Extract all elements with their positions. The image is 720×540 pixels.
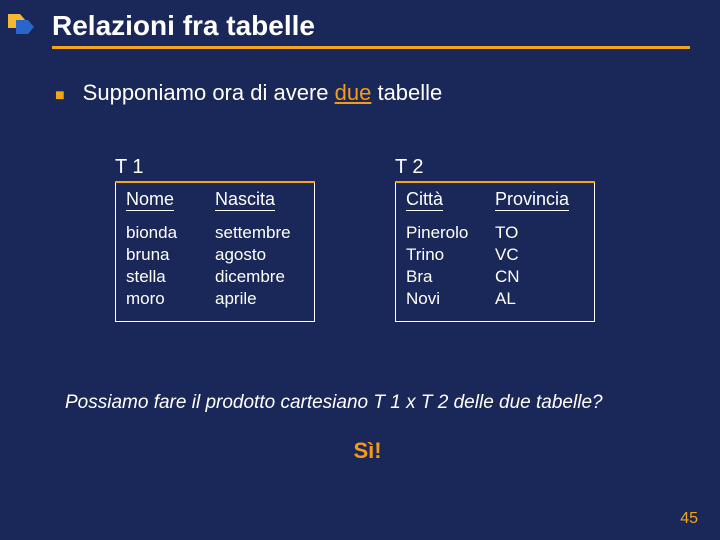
bullet-mid: avere [273,80,334,105]
slide-bullet-icon [6,12,42,42]
slide-title-bar: Relazioni fra tabelle [52,10,690,49]
slide-body: ■ Supponiamo ora di avere due tabelle T … [55,80,680,464]
table-row: moro [126,289,215,309]
t1-header-nascita: Nascita [215,189,275,211]
table-row: bruna [126,245,215,265]
table-row: settembre [215,223,304,243]
t2-header-citta: Città [406,189,443,211]
table-row: TO [495,223,584,243]
table-row: agosto [215,245,304,265]
table-t1: T 1 Nome Nascita bionda bruna stella mor… [115,156,315,322]
table-row: CN [495,267,584,287]
table-t1-head: Nome Nascita [116,183,314,215]
table-row: bionda [126,223,215,243]
title-underline [52,46,690,49]
t2-col-provincia: TO VC CN AL [495,223,584,309]
bullet-text: Supponiamo ora di avere due tabelle [83,80,443,106]
bullet-suffix: tabelle [371,80,442,105]
table-row: Trino [406,245,495,265]
table-row: Pinerolo [406,223,495,243]
t2-header-provincia: Provincia [495,189,569,211]
table-row: Novi [406,289,495,309]
table-t2-box: Città Provincia Pinerolo Trino Bra Novi … [395,183,595,322]
table-t2-head: Città Provincia [396,183,594,215]
table-row: aprile [215,289,304,309]
table-row: AL [495,289,584,309]
bullet-line: ■ Supponiamo ora di avere due tabelle [55,80,680,106]
bullet-prefix: Supponiamo ora di [83,80,274,105]
table-row: VC [495,245,584,265]
table-row: Bra [406,267,495,287]
t1-col-nascita: settembre agosto dicembre aprile [215,223,304,309]
page-number: 45 [680,510,698,528]
table-row: stella [126,267,215,287]
table-t2: T 2 Città Provincia Pinerolo Trino Bra N… [395,156,595,322]
slide-title: Relazioni fra tabelle [52,10,690,46]
bullet-square-icon: ■ [55,87,65,105]
tables-row: T 1 Nome Nascita bionda bruna stella mor… [115,156,680,322]
answer-text: Sì! [55,438,680,464]
t1-header-nome: Nome [126,189,174,211]
table-t1-label: T 1 [115,156,315,183]
table-t2-label: T 2 [395,156,595,183]
table-t1-body: bionda bruna stella moro settembre agost… [116,215,314,321]
bullet-emph: due [335,80,372,105]
question-text: Possiamo fare il prodotto cartesiano T 1… [65,392,680,414]
table-row: dicembre [215,267,304,287]
table-t1-box: Nome Nascita bionda bruna stella moro se… [115,183,315,322]
t1-col-nome: bionda bruna stella moro [126,223,215,309]
t2-col-citta: Pinerolo Trino Bra Novi [406,223,495,309]
table-t2-body: Pinerolo Trino Bra Novi TO VC CN AL [396,215,594,321]
